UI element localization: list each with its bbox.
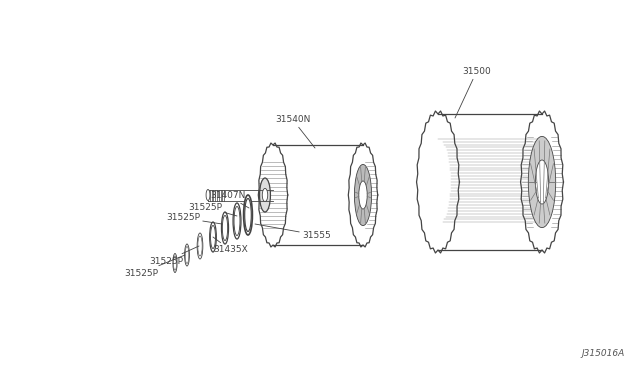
Text: 31435X: 31435X [213, 237, 248, 254]
Ellipse shape [233, 203, 241, 239]
Ellipse shape [206, 189, 210, 201]
Ellipse shape [185, 247, 189, 263]
Text: 31525P: 31525P [166, 214, 222, 224]
Ellipse shape [173, 256, 177, 270]
Ellipse shape [244, 199, 252, 231]
Text: 31555: 31555 [255, 224, 331, 240]
Ellipse shape [262, 188, 268, 202]
Ellipse shape [359, 181, 367, 209]
Ellipse shape [184, 244, 189, 266]
Ellipse shape [211, 225, 216, 248]
Ellipse shape [197, 233, 203, 259]
Text: 31540N: 31540N [275, 115, 315, 148]
Ellipse shape [198, 236, 202, 256]
Text: 31500: 31500 [455, 67, 491, 118]
Ellipse shape [222, 215, 228, 241]
Text: 31525P: 31525P [188, 202, 237, 216]
Text: 31407N: 31407N [211, 192, 249, 208]
Ellipse shape [234, 206, 240, 235]
Ellipse shape [210, 222, 216, 252]
Ellipse shape [221, 212, 228, 244]
Text: J315016A: J315016A [582, 349, 625, 358]
Ellipse shape [529, 137, 556, 228]
Ellipse shape [355, 164, 372, 225]
Text: 31525P: 31525P [149, 246, 199, 266]
Text: 31525P: 31525P [124, 255, 185, 278]
Ellipse shape [536, 160, 548, 204]
Ellipse shape [260, 178, 271, 212]
Ellipse shape [244, 195, 252, 235]
Ellipse shape [173, 253, 177, 273]
